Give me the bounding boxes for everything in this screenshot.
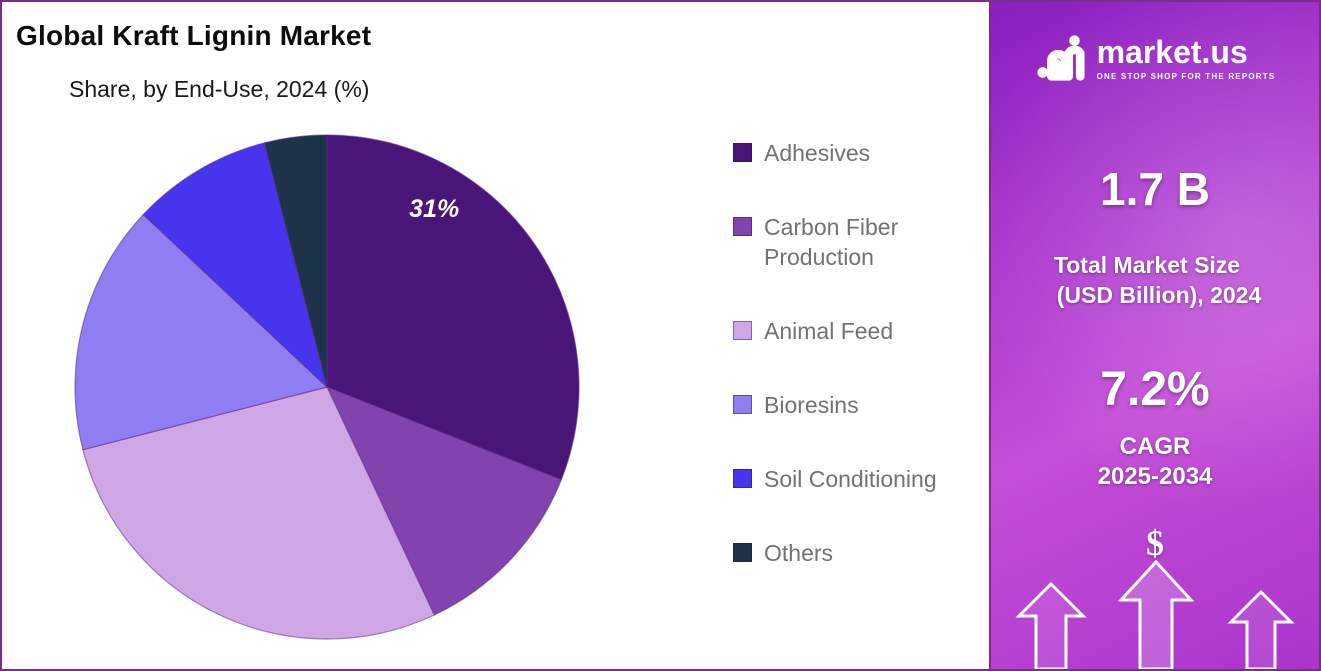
legend-item-bioresins: Bioresins [733,390,983,420]
pie-slice-carbon-fiber-production [325,385,563,616]
pie-slice-bioresins [74,213,329,451]
legend-label: Adhesives [764,140,871,166]
pie-slice-others [263,134,328,388]
logo-brand: market.us [1096,33,1248,70]
legend-swatch [733,217,752,236]
legend-item-adhesives: Adhesives [733,138,983,168]
legend-label: Carbon Fiber Production [764,214,899,270]
dollar-symbol: $ [1146,523,1164,563]
legend-swatch [733,143,752,162]
cagr-value: 7.2% [1100,363,1210,416]
market-size-caption-line1: Total Market Size [1053,252,1241,278]
legend-swatch [733,321,752,340]
pie-chart: 31% [74,134,580,640]
legend-label: Soil Conditioning [764,466,937,492]
legend-label: Others [764,540,834,566]
marketus-logo: market.us ONE STOP SHOP FOR THE REPORTS [991,32,1319,84]
legend-item-carbon-fiber-production: Carbon Fiber Production [733,212,983,272]
pie-slice-adhesives [326,134,580,481]
market-size-value: 1.7 B [1100,163,1210,215]
legend-swatch [733,469,752,488]
logo-tagline: ONE STOP SHOP FOR THE REPORTS [1096,71,1276,81]
legend-item-others: Others [733,538,983,568]
legend-item-animal-feed: Animal Feed [733,316,983,346]
legend-swatch [733,395,752,414]
legend-swatch [733,543,752,562]
growth-arrows-icon [1015,559,1295,669]
promo-panel: market.us ONE STOP SHOP FOR THE REPORTS … [989,2,1319,669]
pie-slice-label: 31% [409,195,459,223]
chart-subtitle: Share, by End-Use, 2024 (%) [69,76,370,102]
market-size-caption-line2: (USD Billion), 2024 [1056,282,1262,308]
cagr-caption-line1: CAGR [1119,433,1191,460]
legend-label: Bioresins [764,392,859,418]
marketus-logo-icon [1036,35,1085,81]
pie-legend: Adhesives Carbon Fiber Production Animal F… [733,138,983,568]
pie-slice-animal-feed [82,386,436,640]
legend-item-soil-conditioning: Soil Conditioning [733,464,983,494]
market-size-caption: Total Market Size (USD Billion), 2024 [991,250,1303,310]
legend-label: Animal Feed [764,318,894,344]
cagr-caption: CAGR 2025-2034 [991,432,1319,492]
chart-area: Global Kraft Lignin Market Share, by End… [2,2,989,669]
pie-slice-soil-conditioning [142,142,329,389]
cagr-caption-line2: 2025-2034 [1097,463,1213,490]
chart-title: Global Kraft Lignin Market [16,20,372,51]
logo-text: market.us ONE STOP SHOP FOR THE REPORTS [1097,36,1276,81]
